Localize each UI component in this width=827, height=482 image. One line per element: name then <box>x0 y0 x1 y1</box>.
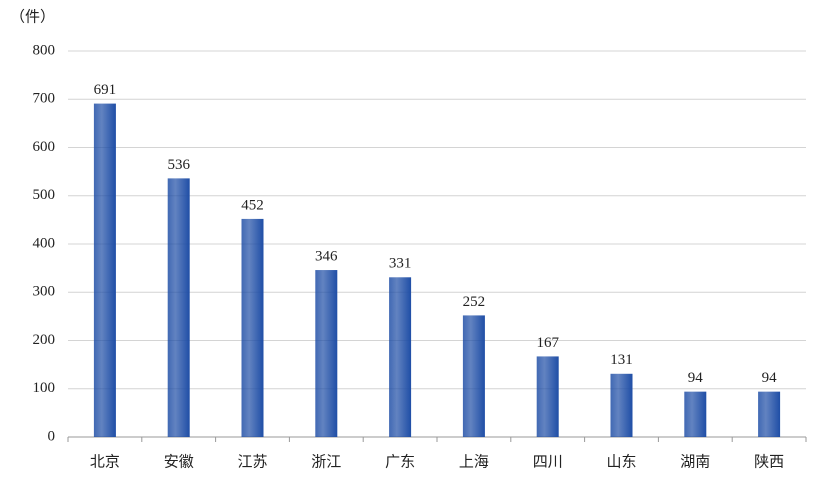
x-tick-label: 江苏 <box>237 453 267 470</box>
x-tick-label: 安徽 <box>164 453 194 470</box>
x-tick-label: 山东 <box>606 453 636 470</box>
bar <box>167 178 190 437</box>
data-label: 252 <box>463 294 486 310</box>
data-label: 536 <box>167 157 190 173</box>
y-tick-label: 300 <box>33 284 56 300</box>
bar <box>241 218 264 437</box>
y-tick-label: 400 <box>33 235 56 251</box>
data-label: 452 <box>241 197 264 213</box>
x-tick-label: 陕西 <box>754 453 784 470</box>
y-tick-label: 800 <box>33 42 56 58</box>
x-tick-label: 广东 <box>385 453 415 470</box>
data-label: 691 <box>94 82 117 98</box>
data-label: 131 <box>610 352 633 368</box>
bar <box>536 356 559 437</box>
y-tick-label: 700 <box>33 91 56 107</box>
bar <box>93 103 116 437</box>
bar <box>610 373 633 437</box>
x-tick-label: 四川 <box>533 454 563 470</box>
data-label: 331 <box>389 256 412 272</box>
data-label: 167 <box>536 335 559 351</box>
data-label: 346 <box>315 248 338 264</box>
bar <box>758 391 781 437</box>
x-tick-label: 北京 <box>90 453 120 470</box>
y-axis-unit: （件） <box>10 8 55 25</box>
data-label: 94 <box>762 370 778 386</box>
x-tick-label: 浙江 <box>311 453 341 470</box>
bar <box>462 315 485 437</box>
bar <box>315 270 338 437</box>
data-label: 94 <box>688 370 704 386</box>
x-tick-label: 上海 <box>459 453 489 470</box>
y-tick-label: 500 <box>33 187 56 203</box>
bar <box>389 277 412 437</box>
x-tick-label: 湖南 <box>680 453 710 470</box>
y-tick-label: 200 <box>33 332 56 348</box>
y-tick-label: 600 <box>33 139 56 155</box>
y-tick-label: 100 <box>33 380 56 396</box>
y-tick-label: 0 <box>48 428 56 444</box>
bar <box>684 391 707 437</box>
